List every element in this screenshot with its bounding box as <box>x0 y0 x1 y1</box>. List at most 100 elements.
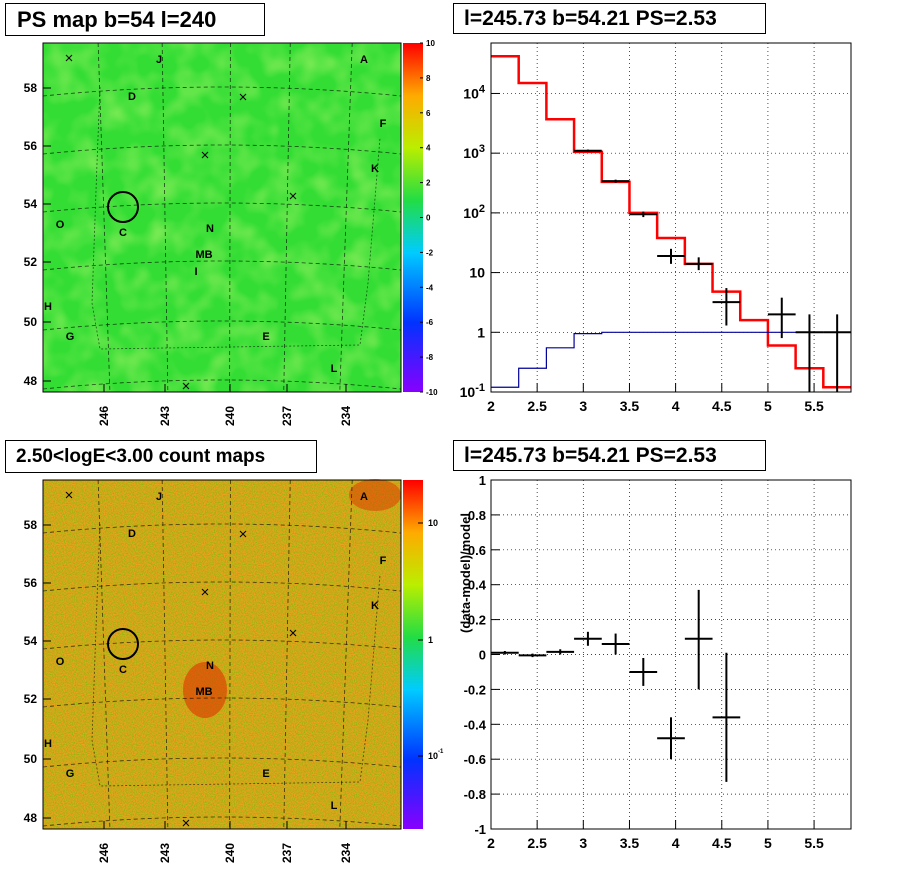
spectrum-panel: 2 2.5 3 3.5 4 4.5 5 5.5 10-1 1 10 102 103 104 <box>460 42 852 414</box>
source-circle <box>107 628 139 660</box>
y-tick-label: -0.4 <box>464 717 487 732</box>
lat-tick-label: 48 <box>24 374 38 388</box>
y-tick-label: 0.8 <box>468 508 486 523</box>
count-map-panel: J A D F K O C N MB H G E L 246 243 240 237 234 58 56 54 52 50… <box>24 479 444 863</box>
lon-tick-label: 240 <box>223 406 237 426</box>
count-colorbar <box>403 480 423 829</box>
colorbar-tick-label: 8 <box>426 74 431 83</box>
lon-tick-label: 234 <box>339 843 353 863</box>
source-label-a: A <box>360 54 368 66</box>
x-tick-label: 4.5 <box>712 398 732 414</box>
spectrum-title: l=245.73 b=54.21 PS=2.53 <box>453 3 766 34</box>
source-label-g: G <box>66 768 75 780</box>
source-x-marker <box>182 382 190 390</box>
x-tick-label: 5.5 <box>804 835 824 851</box>
y-axis-label: (data-model)/model <box>458 513 473 633</box>
source-label-j: J <box>156 491 162 503</box>
parallel-line <box>42 697 402 708</box>
source-label-l: L <box>331 363 338 375</box>
source-label-a: A <box>360 491 368 503</box>
parallel-line <box>42 639 402 650</box>
parallel-line <box>42 523 402 534</box>
x-tick-label: 2 <box>487 835 495 851</box>
colorbar-tick-label: -4 <box>426 283 434 292</box>
y-tick-label: 0.4 <box>468 578 487 593</box>
source-label-mb: MB <box>195 686 212 698</box>
y-tick-label: 10-1 <box>460 382 485 400</box>
count-map-axis-ticks: 246 243 240 237 234 58 56 54 52 50 48 <box>24 518 353 863</box>
background-step-line <box>491 331 851 388</box>
ps-map-frame <box>42 42 402 393</box>
x-tick-label: 2.5 <box>527 398 547 414</box>
y-tick-label: 0.6 <box>468 543 486 558</box>
source-x-marker <box>289 629 297 637</box>
ps-map-texture <box>43 43 401 392</box>
x-tick-label: 5 <box>764 398 772 414</box>
y-tick-label: -0.2 <box>464 682 486 697</box>
x-tick-label: 2.5 <box>527 835 547 851</box>
lat-tick-label: 54 <box>24 197 38 211</box>
lon-tick-label: 243 <box>158 843 172 863</box>
lon-tick-label: 243 <box>158 406 172 426</box>
residual-points <box>491 589 741 782</box>
meridian-line <box>339 42 353 393</box>
parallel-line <box>42 757 402 768</box>
source-label-d: D <box>128 91 136 103</box>
source-label-f: F <box>380 555 387 567</box>
x-tick-label: 5.5 <box>804 398 824 414</box>
y-tick-label: 1 <box>477 324 485 340</box>
source-label-h: H <box>44 738 52 750</box>
source-label-mb: MB <box>195 249 212 261</box>
parallel-line <box>42 260 402 271</box>
lat-tick-label: 54 <box>24 634 38 648</box>
meridian-line <box>339 479 353 830</box>
y-tick-label: 1 <box>479 473 486 488</box>
source-label-k: K <box>371 600 379 612</box>
source-x-marker <box>289 192 297 200</box>
x-tick-label: 3 <box>579 835 587 851</box>
y-tick-label: 103 <box>463 143 485 161</box>
colorbar-tick-label: -8 <box>426 353 434 362</box>
colorbar-tick-label: -6 <box>426 318 434 327</box>
parallel-line <box>42 320 402 331</box>
meridian-line <box>229 479 231 830</box>
ps-colorbar-ticks: 10 8 6 4 2 0 -2 -4 -6 -8 -10 <box>420 39 438 397</box>
source-x-marker <box>239 530 247 538</box>
source-label-e: E <box>262 331 269 343</box>
meridian-line <box>161 479 169 830</box>
lat-tick-label: 58 <box>24 81 38 95</box>
ps-map-graticule <box>42 42 402 393</box>
count-map-title: 2.50<logE<3.00 count maps <box>5 440 317 473</box>
count-map-hotspot <box>183 662 227 718</box>
parallel-line <box>42 202 402 213</box>
source-circle <box>107 191 139 223</box>
source-label-e: E <box>262 768 269 780</box>
meridian-line <box>229 42 231 393</box>
count-map-source-labels: J A D F K O C N MB H G E L <box>44 491 387 827</box>
residual-panel: 2 2.5 3 3.5 4 4.5 5 5.5 1 0.8 0.6 0.4 0.2 0 -0.2 -0.4 -0… <box>458 473 852 851</box>
parallel-line <box>42 144 402 155</box>
source-x-marker <box>65 491 73 499</box>
source-label-n: N <box>206 660 214 672</box>
lon-tick-label: 246 <box>97 406 111 426</box>
source-label-o: O <box>56 219 65 231</box>
meridian-line <box>161 42 169 393</box>
spectrum-axes: 2 2.5 3 3.5 4 4.5 5 5.5 10-1 1 10 102 103 104 <box>460 83 824 414</box>
source-x-marker <box>182 819 190 827</box>
lat-tick-label: 50 <box>24 315 38 329</box>
y-tick-label: 104 <box>463 83 486 101</box>
source-label-c: C <box>119 664 127 676</box>
count-map-texture <box>43 480 401 829</box>
source-label-d: D <box>128 528 136 540</box>
parallel-line <box>42 379 402 390</box>
source-label-l: L <box>331 800 338 812</box>
lat-tick-label: 56 <box>24 139 38 153</box>
colorbar-tick-label: 1 <box>428 635 433 645</box>
source-label-c: C <box>119 227 127 239</box>
colorbar-tick-label: 10 <box>426 39 435 48</box>
colorbar-tick-label: 0 <box>426 214 431 223</box>
x-tick-label: 5 <box>764 835 772 851</box>
x-tick-label: 3 <box>579 398 587 414</box>
lon-tick-label: 240 <box>223 843 237 863</box>
lat-tick-label: 50 <box>24 752 38 766</box>
